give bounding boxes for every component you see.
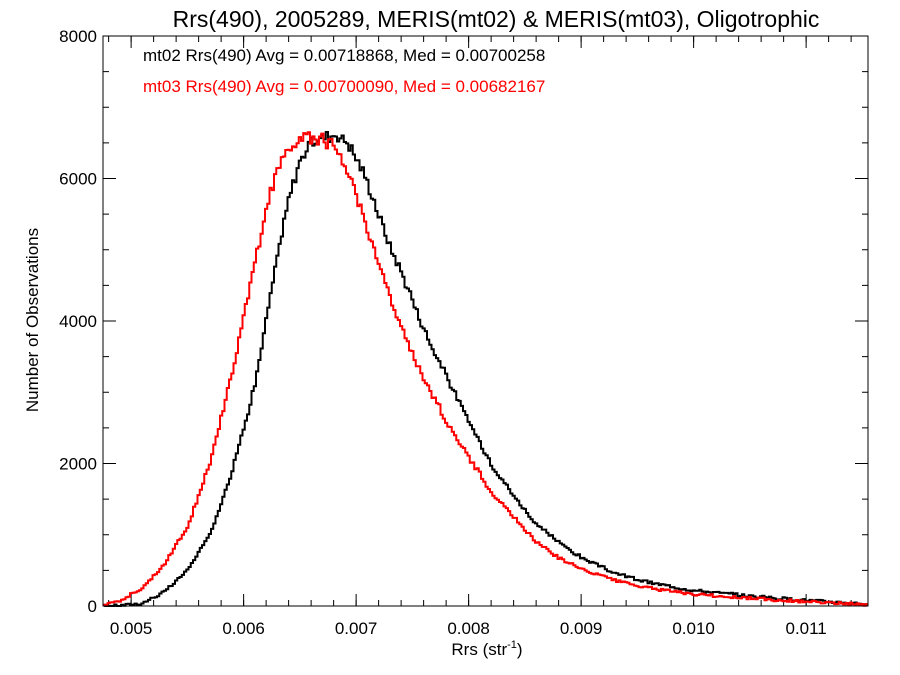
x-tick-label: 0.006 xyxy=(222,619,265,638)
x-axis-label-main: Rrs (str xyxy=(451,640,507,659)
plot-frame xyxy=(102,35,869,607)
legend-entry-mt03: mt03 Rrs(490) Avg = 0.00700090, Med = 0.… xyxy=(143,77,545,96)
legend-entry-mt02: mt02 Rrs(490) Avg = 0.00718868, Med = 0.… xyxy=(143,46,545,65)
y-axis-label: Number of Observations xyxy=(23,228,42,412)
y-tick-label: 0 xyxy=(88,597,97,616)
x-tick-label: 0.011 xyxy=(785,619,826,638)
x-tick-label: 0.009 xyxy=(560,619,603,638)
x-tick-label: 0.007 xyxy=(335,619,378,638)
x-axis-label-superscript: -1 xyxy=(507,639,517,651)
series-line-mt02 xyxy=(103,130,868,607)
x-axis-ticks: 0.005 0.006 0.007 0.008 0.009 0.010 0.011 xyxy=(108,36,852,638)
y-tick-label: 8000 xyxy=(59,27,97,46)
x-axis-label: Rrs (str-1) xyxy=(451,639,522,659)
y-tick-label: 2000 xyxy=(59,455,97,474)
series-line-mt03 xyxy=(103,131,868,607)
y-tick-label: 4000 xyxy=(59,312,97,331)
x-tick-label: 0.010 xyxy=(672,619,715,638)
chart-title: Rrs(490), 2005289, MERIS(mt02) & MERIS(m… xyxy=(173,6,820,32)
y-tick-label: 6000 xyxy=(59,170,97,189)
series-layer xyxy=(103,130,868,607)
x-tick-label: 0.005 xyxy=(110,619,153,638)
x-axis-label-close: ) xyxy=(517,640,523,659)
x-tick-label: 0.008 xyxy=(447,619,490,638)
y-axis-ticks: 0 2000 4000 6000 8000 xyxy=(59,27,868,616)
